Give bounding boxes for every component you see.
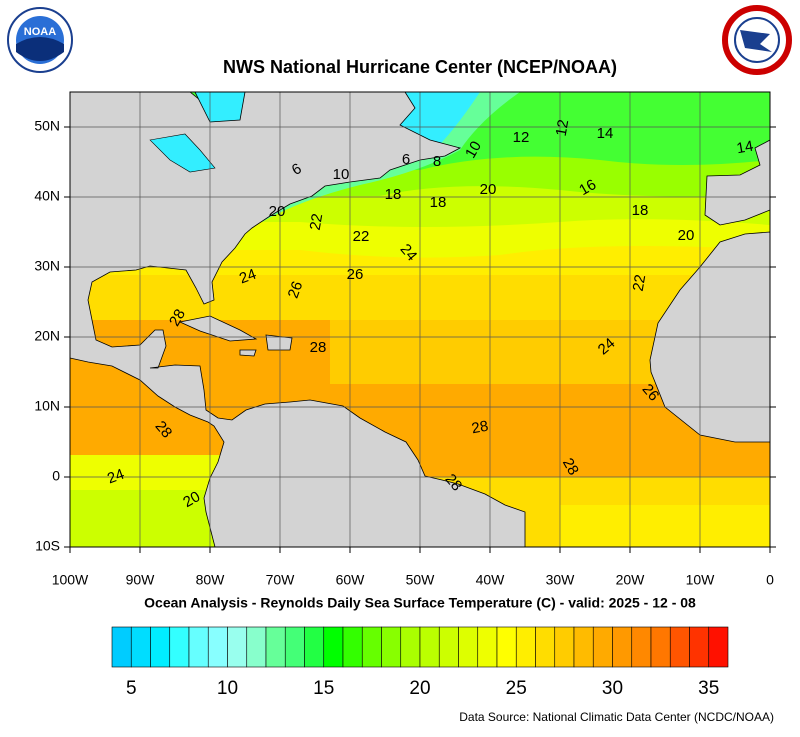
y-tick-label: 10S [35, 538, 60, 554]
contour-label: 28 [470, 418, 489, 438]
contour-label: 26 [285, 279, 307, 300]
colorbar-box [188, 626, 209, 668]
noaa-logo: NOAA [7, 7, 73, 73]
contour-label: 10 [462, 138, 485, 161]
contour-label: 18 [430, 194, 447, 211]
colorbar-box [111, 626, 132, 668]
colorbar-box [535, 626, 556, 668]
contour-label: 26 [347, 266, 364, 283]
colorbar-box [323, 626, 344, 668]
contour-label: 18 [385, 186, 402, 203]
colorbar-box [689, 626, 710, 668]
contour-label: 22 [353, 228, 370, 245]
colorbar-tick-label: 20 [409, 678, 430, 699]
colorbar-box [150, 626, 171, 668]
y-tick-label: 10N [34, 398, 60, 414]
x-tick-label: 50W [406, 572, 436, 588]
y-tick-label: 50N [34, 118, 60, 134]
x-tick-label: 30W [546, 572, 576, 588]
colorbar: 5 10 15 20 25 30 35 [111, 626, 729, 699]
colorbar-box [361, 626, 382, 668]
colorbar-box [477, 626, 498, 668]
title: NWS National Hurricane Center (NCEP/NOAA… [223, 57, 617, 77]
contour-label: 14 [735, 138, 754, 158]
x-tick-label: 10W [686, 572, 716, 588]
axes: 100W 90W 80W 70W 60W 50W 40W 30W 20W 10W 0 50N 40N 30… [34, 92, 776, 588]
contour-label: 8 [433, 153, 441, 170]
contour-label: 20 [678, 227, 695, 244]
colorbar-box [265, 626, 286, 668]
x-tick-label: 90W [126, 572, 156, 588]
colorbar-box [612, 626, 633, 668]
contour-label: 28 [310, 339, 327, 356]
colorbar-box [419, 626, 440, 668]
logo-text: NOAA [24, 26, 56, 38]
y-tick-label: 20N [34, 328, 60, 344]
x-tick-label: 0 [766, 572, 774, 588]
colorbar-box [458, 626, 479, 668]
contour-label: 20 [269, 203, 286, 220]
colorbar-box [207, 626, 228, 668]
contour-label: 22 [630, 273, 650, 292]
y-tick-label: 0 [52, 468, 60, 484]
contour-label: 20 [180, 488, 203, 511]
colorbar-box [554, 626, 575, 668]
y-tick-label: 40N [34, 188, 60, 204]
x-tick-label: 20W [616, 572, 646, 588]
colorbar-box [284, 626, 305, 668]
colorbar-box [169, 626, 190, 668]
contour-label: 24 [237, 266, 258, 288]
contour-label: 12 [553, 118, 573, 137]
colorbar-box [246, 626, 267, 668]
colorbar-tick-label: 25 [506, 678, 527, 699]
contour-label: 16 [576, 176, 599, 199]
colorbar-tick-label: 15 [313, 678, 334, 699]
nws-logo [722, 5, 792, 75]
colorbar-box [708, 626, 729, 668]
x-tick-label: 80W [196, 572, 226, 588]
colorbar-box [342, 626, 363, 668]
colorbar-box [496, 626, 517, 668]
colorbar-box [130, 626, 151, 668]
contour-label: 6 [402, 151, 410, 168]
colorbar-tick-label: 10 [217, 678, 238, 699]
contour-label: 20 [480, 181, 497, 198]
x-tick-label: 60W [336, 572, 366, 588]
contour-label: 22 [307, 212, 327, 231]
contour-label: 18 [632, 202, 649, 219]
colorbar-tick-label: 35 [698, 678, 719, 699]
subtitle: Ocean Analysis - Reynolds Daily Sea Surf… [144, 595, 696, 611]
colorbar-box [515, 626, 536, 668]
contour-label: 28 [166, 306, 189, 329]
colorbar-tick-label: 5 [126, 678, 137, 699]
contour-label: 28 [559, 455, 582, 478]
colorbar-box [592, 626, 613, 668]
contour-label: 12 [513, 129, 530, 146]
colorbar-box [573, 626, 594, 668]
colorbar-box [381, 626, 402, 668]
colorbar-box [631, 626, 652, 668]
x-tick-label: 40W [476, 572, 506, 588]
colorbar-box [650, 626, 671, 668]
source: Data Source: National Climatic Data Cent… [459, 710, 774, 724]
x-tick-label: 70W [266, 572, 296, 588]
colorbar-box [438, 626, 459, 668]
contour-label: 14 [597, 125, 614, 142]
x-tick-label: 100W [52, 572, 89, 588]
plot-frame [69, 91, 771, 548]
colorbar-box [304, 626, 325, 668]
colorbar-box [669, 626, 690, 668]
y-tick-label: 30N [34, 258, 60, 274]
contour-label: 24 [105, 466, 126, 488]
colorbar-box [227, 626, 248, 668]
colorbar-box [400, 626, 421, 668]
colorbar-tick-label: 30 [602, 678, 623, 699]
contour-label: 10 [333, 166, 350, 183]
land [70, 92, 526, 547]
